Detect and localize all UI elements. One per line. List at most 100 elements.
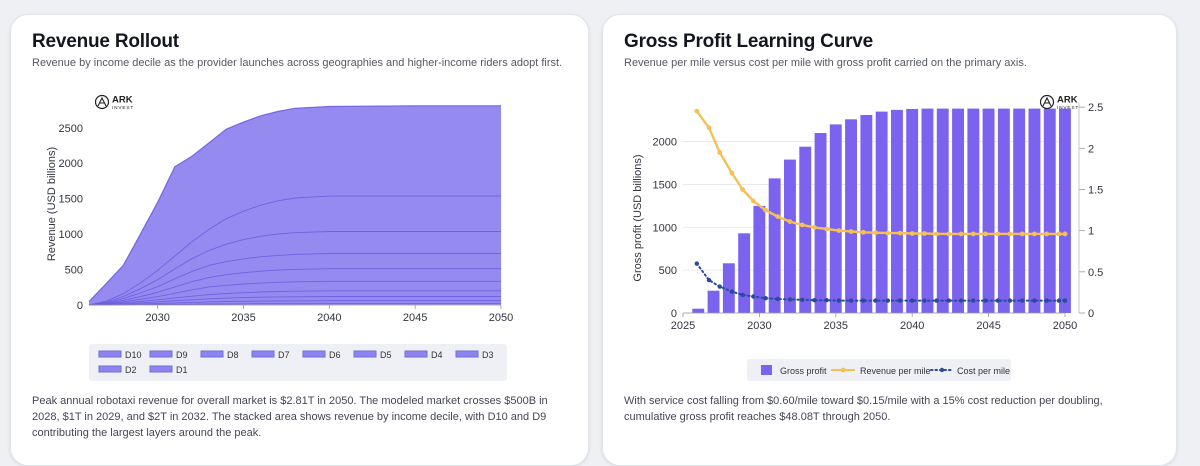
cost-per-mile-point — [861, 298, 866, 303]
cost-per-mile-point — [873, 298, 878, 303]
cost-per-mile-point — [922, 298, 927, 303]
legend-swatch-d3 — [455, 350, 479, 358]
cost-per-mile-point — [729, 289, 735, 294]
legend-label-revenue-per-mile: Revenue per mile — [860, 366, 931, 376]
legend-swatch-d1 — [149, 365, 173, 373]
y-tick-label: 1000 — [653, 222, 677, 234]
x-tick-label: 2045 — [976, 320, 1000, 332]
cost-per-mile-point — [1032, 298, 1037, 303]
legend-swatch-d7 — [251, 350, 275, 358]
revenue-per-mile-point — [1032, 231, 1037, 237]
revenue-per-mile-point — [946, 231, 952, 237]
cost-per-mile-point — [824, 298, 829, 303]
cost-per-mile-point — [1007, 298, 1013, 303]
x-tick-label: 2035 — [231, 312, 255, 324]
legend-swatch-d10 — [98, 350, 122, 358]
revenue-per-mile-point — [995, 231, 1001, 237]
revenue-per-mile-point — [740, 187, 745, 192]
y-tick-label: 500 — [65, 265, 83, 277]
gross-profit-bar — [1028, 108, 1041, 313]
legend-label-d5: D5 — [380, 350, 392, 360]
gross-profit-bar — [753, 205, 766, 313]
ark-logo-sub: INVEST — [1057, 105, 1079, 111]
revenue-per-mile-point — [1044, 231, 1050, 237]
cost-per-mile-point — [717, 284, 722, 289]
revenue-per-mile-point — [1062, 231, 1068, 237]
x-tick-label: 2050 — [1053, 320, 1077, 332]
revenue-rollout-card: Revenue Rollout Revenue by income decile… — [10, 14, 589, 466]
gross-profit-bar — [1013, 108, 1026, 313]
y2-tick-label: 2.5 — [1088, 102, 1103, 114]
cost-per-mile-point — [812, 298, 817, 303]
y-axis-label: Revenue (USD billions) — [46, 147, 58, 261]
legend-label-d7: D7 — [278, 350, 290, 360]
legend-label-d9: D9 — [176, 350, 188, 360]
revenue-per-mile-point — [983, 231, 988, 237]
cost-per-mile-point — [958, 298, 964, 303]
legend-swatch-d4 — [404, 350, 428, 358]
revenue-per-mile-point — [694, 108, 700, 114]
legend-swatch-d6 — [302, 350, 326, 358]
revenue-per-mile-point — [824, 226, 829, 232]
y-tick-label: 1500 — [653, 179, 677, 191]
cost-per-mile-point — [910, 298, 915, 303]
cost-per-mile-point — [763, 296, 768, 301]
area-series-d3 — [88, 296, 501, 306]
y2-tick-label: 0.5 — [1088, 267, 1103, 279]
ark-logo-glyph — [1042, 96, 1052, 107]
ark-logo-mark — [94, 94, 110, 110]
ark-logo-sub: INVEST — [112, 105, 134, 111]
x-tick-label: 2035 — [824, 320, 848, 332]
x-tick-label: 2030 — [747, 320, 771, 332]
gross-profit-bar — [1043, 108, 1056, 313]
legend-swatch-d2 — [98, 365, 122, 373]
gross-profit-bar — [845, 119, 857, 313]
cost-per-mile-point — [1044, 298, 1049, 303]
cost-per-mile-point — [934, 298, 939, 303]
gross-profit-card: Gross Profit Learning Curve Revenue per … — [602, 14, 1177, 466]
gross-profit-bar — [921, 108, 934, 313]
gross-profit-bar — [982, 108, 995, 313]
cost-per-mile-point — [1020, 298, 1025, 303]
revenue-per-mile-point — [958, 231, 964, 237]
gross-profit-bar — [906, 109, 919, 313]
cost-per-mile-point — [983, 298, 988, 303]
revenue-per-mile-point — [897, 230, 903, 236]
revenue-per-mile-point — [836, 228, 842, 234]
legend-label-d6: D6 — [329, 350, 341, 360]
gross-profit-bar — [967, 108, 980, 313]
cost-per-mile-point — [995, 298, 1000, 303]
legend-swatch-cost-point — [939, 367, 945, 373]
cost-per-mile-point — [971, 298, 976, 303]
x-tick-label: 2045 — [403, 312, 427, 324]
area-series-d5 — [88, 280, 501, 306]
gross-profit-bar — [722, 263, 735, 313]
cost-per-mile-point — [706, 277, 712, 283]
cost-per-mile-point — [897, 298, 903, 303]
gross-profit-bar — [738, 233, 751, 313]
legend-swatch-revenue-point — [840, 367, 846, 373]
revenue-per-mile-point — [717, 150, 723, 155]
legend-label-d8: D8 — [227, 350, 239, 360]
legend-label-cost-per-mile: Cost per mile — [957, 366, 1010, 376]
gross-profit-bar — [829, 124, 842, 314]
x-tick-label: 2025 — [671, 320, 695, 332]
gross-profit-bar — [814, 133, 827, 313]
y2-tick-label: 2 — [1088, 143, 1094, 155]
ark-logo-name: ARK — [112, 95, 133, 106]
y-tick-label: 2000 — [59, 158, 83, 170]
cost-per-mile-point — [1062, 298, 1068, 303]
revenue-per-mile-point — [787, 219, 793, 225]
gross-profit-bar — [997, 108, 1010, 313]
cost-per-mile-point — [1056, 298, 1062, 303]
legend-swatch-d5 — [353, 350, 377, 358]
cost-per-mile-point — [848, 298, 854, 303]
area-series-d9 — [88, 195, 501, 306]
area-series-d10 — [88, 105, 501, 302]
revenue-per-mile-point — [922, 231, 927, 236]
cost-per-mile-point — [800, 297, 805, 302]
cost-per-mile-point — [787, 297, 793, 302]
y-axis-label: Gross profit (USD billions) — [632, 154, 644, 281]
revenue-per-mile-point — [1019, 231, 1025, 237]
